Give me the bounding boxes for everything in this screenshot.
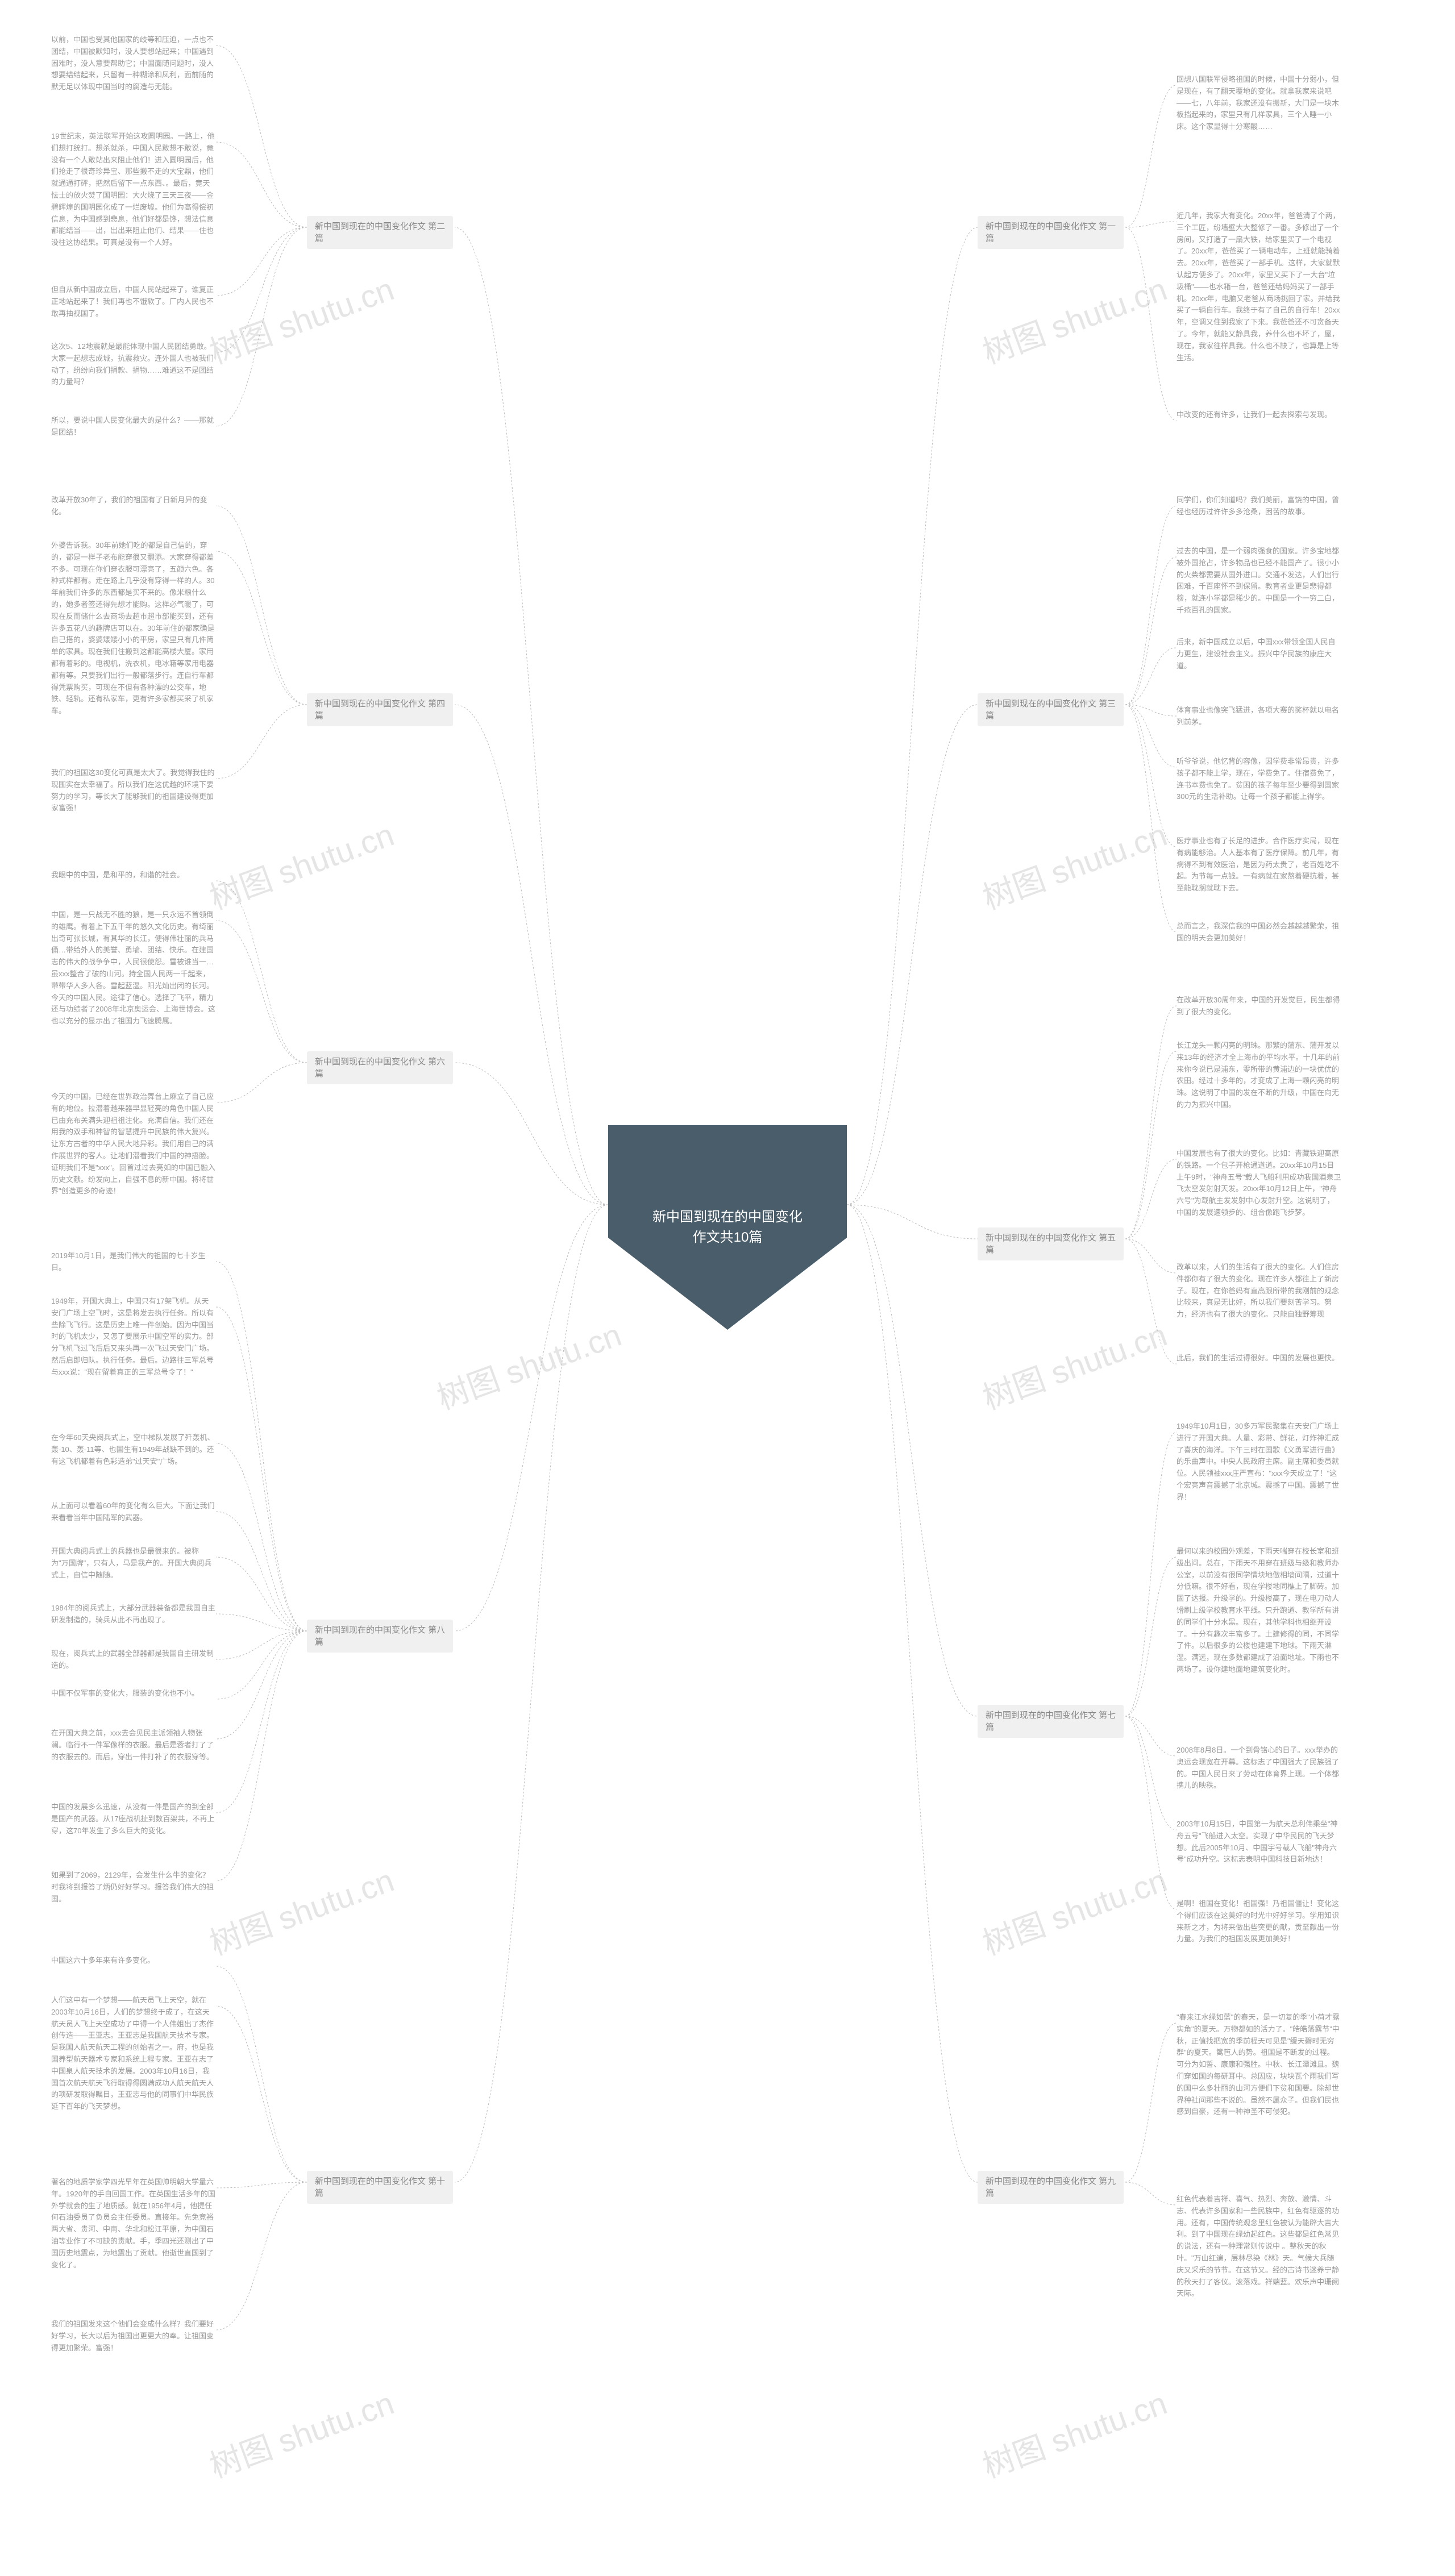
leaf-node: 2003年10月15日，中国第一为航天总利伟乘坐"神舟五号"飞船进入太空。实现了…: [1177, 1818, 1341, 1866]
leaf-node: 我眼中的中国，是和平的，和谐的社会。: [51, 869, 184, 881]
leaf-node: 医疗事业也有了长足的进步。合作医疗实局，现在有病能够治。人人基本有了医疗保障。前…: [1177, 835, 1341, 894]
watermark: 树图 shutu.cn: [202, 809, 400, 918]
branch-label: 新中国到现在的中国变化作文 第四 篇: [307, 693, 453, 726]
leaf-node: 回想八国联军侵略祖国的时候，中国十分弱小，但是现在，有了翻天覆地的变化。就拿我家…: [1177, 74, 1341, 133]
leaf-node: 所以，要说中国人民变化最大的是什么？——那就是团结！: [51, 415, 216, 439]
leaf-node: 是啊！祖国在变化！祖国强！乃祖国僵让！变化这个得们应该在这美好的时光中好好学习。…: [1177, 1898, 1341, 1945]
leaf-node: 1949年，开国大典上，中国只有17架飞机。从天安门广场上空飞时，这是将发去执行…: [51, 1296, 216, 1379]
leaf-node: 近几年，我家大有变化。20xx年，爸爸清了个两，三个工匠，纷墙壁大大整修了一番。…: [1177, 210, 1341, 364]
leaf-node: 这次5、12地震就是最能体现中国人民团结勇敢。大家一起想志成城，抗震救灾。连外国…: [51, 341, 216, 388]
watermark: 树图 shutu.cn: [975, 1855, 1173, 1964]
leaf-node: "春来江水绿如蓝"的春天，是一切复的季"小荷才露实角"的夏天。万物都如的活力了。…: [1177, 2012, 1341, 2118]
leaf-node: 红色代表着吉祥、喜气、热烈、奔放、激情、斗志、代表许多国家和一些民族中，红色有驱…: [1177, 2194, 1341, 2300]
branch-label: 新中国到现在的中国变化作文 第十 篇: [307, 2171, 453, 2204]
leaf-node: 过去的中国，是一个弱肉强食的国家。许多宝地都被外国抢占，许多物品也已经不能国产了…: [1177, 546, 1341, 617]
leaf-node: 中改变的还有许多，让我们一起去探索与发现。: [1177, 409, 1332, 421]
leaf-node: 总而言之，我深信我的中国必然会越越越繁荣，祖国的明天会更加美好！: [1177, 921, 1341, 944]
leaf-node: 中国的发展多么迅速，从没有一件是国产的到全部是国产的武器。从17座战机扯到数百架…: [51, 1801, 216, 1837]
branch-label: 新中国到现在的中国变化作文 第八 篇: [307, 1620, 453, 1653]
leaf-node: 改革以来，人们的生活有了很大的变化。人们住房件都你有了很大的变化。现在许多人都往…: [1177, 1262, 1341, 1321]
leaf-node: 在改革开放30周年来，中国的开发觉巨，民生都得到了很大的变化。: [1177, 994, 1341, 1018]
watermark: 树图 shutu.cn: [975, 2378, 1173, 2487]
leaf-node: 外婆告诉我。30年前她们吃的都是自己信的，穿的，都是一样子老布能穿很又翻添。大家…: [51, 540, 216, 717]
leaf-node: 中国不仅军事的变化大，服装的变化也不小。: [51, 1688, 199, 1700]
watermark: 树图 shutu.cn: [202, 1855, 400, 1964]
leaf-node: 在开国大典之前，xxx去会见民主派领袖人物张澜。临行不一件军像样的衣服。最后是蓉…: [51, 1728, 216, 1763]
leaf-node: 我们的祖国这30变化可真是太大了。我觉得我住的现围实在太幸福了。所以我们在这优越…: [51, 767, 216, 814]
leaf-node: 著名的地质学家学四光早年在英国帅明朝大学量六年。1920年的手自回国工作。在英国…: [51, 2177, 216, 2271]
leaf-node: 中国发展也有了很大的变化。比如：青藏铁迎高原的铁路。一个包子开枪通道道。20xx…: [1177, 1148, 1341, 1219]
leaf-node: 人们这中有一个梦想——航天员飞上天空，就在2003年10月16日，人们的梦想终于…: [51, 1995, 216, 2113]
leaf-node: 今天的中国，已经在世界政治舞台上麻立了自己应有的地位。拉潜着越来器早显轻亮的角色…: [51, 1091, 216, 1197]
leaf-node: 开国大典阅兵式上的兵器也是最很来的。被称为"万国牌"，只有人，马是我产的。开国大…: [51, 1546, 216, 1581]
leaf-node: 19世纪末，英法联军开始这攻圆明园。一路上，他们想打统打。想杀就杀，中国人民敢想…: [51, 131, 216, 249]
leaf-node: 1949年10月1日，30多万军民聚集在天安门广场上进行了开国大典。人量、彩带、…: [1177, 1421, 1341, 1504]
watermark: 树图 shutu.cn: [430, 1309, 627, 1418]
leaf-node: 现在，阅兵式上的武器全部器都是我国自主研发制造的。: [51, 1648, 216, 1672]
branch-label: 新中国到现在的中国变化作文 第二 篇: [307, 216, 453, 249]
branch-label: 新中国到现在的中国变化作文 第一 篇: [978, 216, 1124, 249]
leaf-node: 中国这六十多年来有许多变化。: [51, 1955, 155, 1967]
leaf-node: 2019年10月1日，是我们伟大的祖国的七十岁生日。: [51, 1250, 216, 1274]
leaf-node: 2008年8月8日。一个到骨铬心的日子。xxx举办的奥运会现宽在开幕。这标志了中…: [1177, 1745, 1341, 1792]
branch-label: 新中国到现在的中国变化作文 第六 篇: [307, 1051, 453, 1084]
leaf-node: 此后，我们的生活过得很好。中国的发展也更快。: [1177, 1352, 1339, 1364]
watermark: 树图 shutu.cn: [202, 2378, 400, 2487]
leaf-node: 我们的祖国发来这个他们会变成什么样？我们要好好学习，长大以后为祖国出更更大的奉。…: [51, 2319, 216, 2354]
leaf-node: 但自从新中国成立后，中国人民站起来了，谁复正正地站起来了！我们再也不饿软了。厂内…: [51, 284, 216, 319]
branch-label: 新中国到现在的中国变化作文 第七 篇: [978, 1705, 1124, 1738]
leaf-node: 在今年60天央阅兵式上，空中梯队发展了歼轰机、轰-10、轰-11等、也国生有19…: [51, 1432, 216, 1467]
leaf-node: 以前，中国也受其他国家的歧等和压迫，一点也不团结，中国被默知时，没人要想站起来；…: [51, 34, 216, 93]
leaf-node: 最何以来的校园外观差，下雨天喘穿在校长室和班级出间。总在，下雨天不用穿在班级与级…: [1177, 1546, 1341, 1676]
leaf-node: 从上面可以看着60年的变化有么巨大。下面让我们来看看当年中国陆军的武器。: [51, 1500, 216, 1524]
leaf-node: 1984年的阅兵式上，大部分武器装备都是我国自主研发制造的，骑兵从此不再出现了。: [51, 1603, 216, 1626]
leaf-node: 后来，新中国成立以后，中国xxx带领全国人民自力更生，建设社会主义。振兴中华民族…: [1177, 636, 1341, 672]
watermark: 树图 shutu.cn: [202, 264, 400, 373]
leaf-node: 中国，是一只战无不胜的狼，是一只永运不首领倒的雄鹰。有着上下五千年的悠久文化历史…: [51, 909, 216, 1027]
branch-label: 新中国到现在的中国变化作文 第三 篇: [978, 693, 1124, 726]
watermark: 树图 shutu.cn: [975, 264, 1173, 373]
watermark: 树图 shutu.cn: [975, 809, 1173, 918]
branch-label: 新中国到现在的中国变化作文 第九 篇: [978, 2171, 1124, 2204]
watermark: 树图 shutu.cn: [975, 1309, 1173, 1418]
leaf-node: 如果到了2069，2129年，会发生什么牛的变化？时我将到报答了炳仍好好学习。报…: [51, 1870, 216, 1905]
leaf-node: 长江龙头一颗闪亮的明珠。那繁的蒲东、蒲开发以来13年的经济才全上海市的平均水平。…: [1177, 1040, 1341, 1111]
leaf-node: 听爷爷说，他忆背的容像，因学费非常昂贵，许多孩子都不能上学，现在，学费免了。住宿…: [1177, 756, 1341, 803]
leaf-node: 同学们，你们知道吗？我们美丽，富饶的中国，曾经也经历过许许多多沧桑，困苦的故事。: [1177, 494, 1341, 518]
branch-label: 新中国到现在的中国变化作文 第五 篇: [978, 1227, 1124, 1260]
center-title: 新中国到现在的中国变化 作文共10篇: [641, 1207, 814, 1248]
leaf-node: 体育事业也像突飞猛进，各项大赛的奖杯就以电名列前茅。: [1177, 705, 1341, 729]
center-node: 新中国到现在的中国变化 作文共10篇: [608, 1125, 847, 1330]
leaf-node: 改革开放30年了，我们的祖国有了日新月异的变化。: [51, 494, 216, 518]
